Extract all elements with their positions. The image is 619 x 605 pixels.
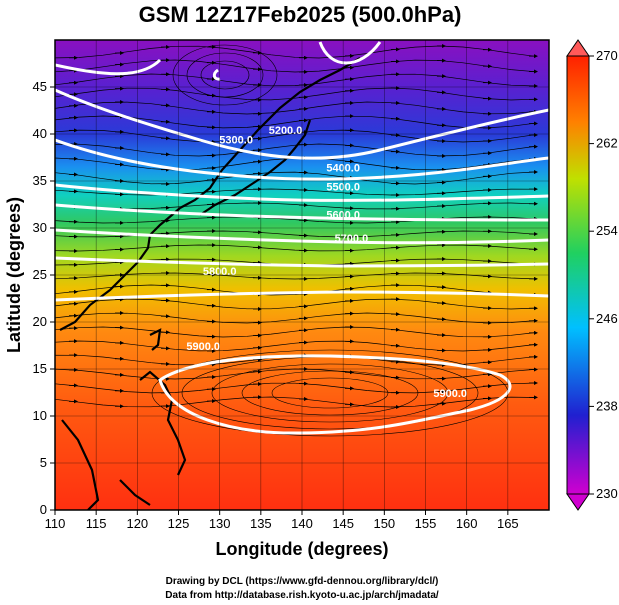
y-tick-label: 30 — [33, 220, 47, 235]
y-tick-label: 35 — [33, 173, 47, 188]
streamline — [55, 59, 536, 73]
streamline — [55, 284, 536, 296]
colorbar: 230 238 246 254 262 270 — [566, 39, 618, 511]
coastline-korea-russia — [179, 57, 361, 209]
y-axis: 0 5 10 15 20 25 30 35 40 45 — [33, 79, 55, 517]
streamline — [55, 298, 536, 310]
contour-5600 — [55, 228, 549, 245]
colorbar-bar — [566, 55, 590, 495]
anticyclone-streamline — [271, 377, 389, 409]
contour-5300 — [55, 138, 549, 181]
x-tick-label: 165 — [497, 516, 519, 531]
x-tick-label: 145 — [332, 516, 354, 531]
x-tick-label: 140 — [291, 516, 313, 531]
cyclone-streamline — [186, 52, 264, 98]
colorbar-tick-label: 238 — [596, 398, 618, 413]
geopotential-contours — [55, 41, 549, 435]
contour-label: 5300.0 — [219, 134, 253, 146]
x-tick-label: 135 — [250, 516, 272, 531]
streamline — [55, 396, 536, 408]
coastline-taiwan — [149, 328, 162, 351]
credit-line-1: Drawing by DCL (https://www.gfd-dennou.o… — [166, 576, 439, 587]
contour-5400 — [55, 183, 549, 202]
streamline — [55, 45, 536, 59]
x-axis: 110 115 120 125 130 135 140 145 150 155 160 165 — [45, 510, 519, 531]
cyclone-streamline — [200, 60, 250, 90]
colorbar-tick-label: 246 — [596, 311, 618, 326]
x-axis-title: Longitude (degrees) — [215, 539, 388, 559]
colorbar-tick-label: 254 — [596, 223, 618, 238]
x-tick-label: 115 — [86, 516, 107, 531]
colorbar-tick-label: 230 — [596, 486, 618, 501]
y-axis-title: Latitude (degrees) — [4, 197, 24, 353]
contour-5700 — [55, 256, 549, 268]
y-tick-label: 40 — [33, 126, 47, 141]
chart-title: GSM 12Z17Feb2025 (500.0hPa) — [139, 2, 462, 27]
streamline — [55, 157, 536, 171]
contour-label: 5700.0 — [335, 233, 369, 245]
coastline-japan — [199, 119, 312, 216]
credit-line-2: Data from http://database.rish.kyoto-u.a… — [165, 590, 439, 601]
contour-5200 — [55, 88, 549, 160]
coastline-indochina — [61, 419, 100, 510]
x-tick-label: 125 — [168, 516, 190, 531]
cyclone-streamline — [172, 44, 278, 106]
streamline — [55, 87, 536, 101]
contour-5100-north — [318, 41, 382, 65]
y-tick-label: 20 — [33, 314, 47, 329]
y-tick-label: 10 — [33, 408, 47, 423]
coastline-borneo — [119, 479, 151, 506]
x-tick-label: 110 — [45, 516, 66, 531]
colorbar-ticks: 230 238 246 254 262 270 — [589, 48, 618, 501]
streamline — [55, 143, 536, 157]
contour-low-center — [212, 68, 221, 81]
anticyclone-streamline — [241, 370, 419, 416]
coastline-philippines — [139, 370, 187, 476]
contour-label: 5900.0 — [433, 388, 467, 400]
colorbar-lower-arrow — [566, 493, 590, 511]
x-tick-label: 160 — [456, 516, 478, 531]
contour-5100 — [55, 58, 162, 76]
streamline — [55, 382, 536, 394]
x-tick-label: 155 — [415, 516, 437, 531]
coastlines — [59, 57, 361, 510]
colorbar-tick-label: 262 — [596, 136, 618, 151]
contour-5800 — [55, 290, 549, 302]
y-tick-label: 5 — [40, 455, 47, 470]
x-tick-label: 150 — [373, 516, 395, 531]
contour-5500 — [55, 203, 549, 222]
x-tick-label: 120 — [126, 516, 148, 531]
y-tick-label: 45 — [33, 79, 47, 94]
contour-label: 5200.0 — [269, 125, 303, 137]
anticyclone-streamline — [211, 363, 449, 423]
x-tick-label: 130 — [209, 516, 231, 531]
colorbar-upper-arrow — [566, 39, 590, 57]
y-tick-label: 15 — [33, 361, 47, 376]
contour-5900-loop — [158, 354, 512, 435]
streamline — [55, 73, 536, 87]
contour-label: 5900.0 — [186, 341, 220, 353]
y-tick-label: 0 — [40, 502, 47, 517]
y-tick-label: 25 — [33, 267, 47, 282]
colorbar-tick-label: 270 — [596, 48, 618, 63]
streamline — [55, 368, 536, 380]
